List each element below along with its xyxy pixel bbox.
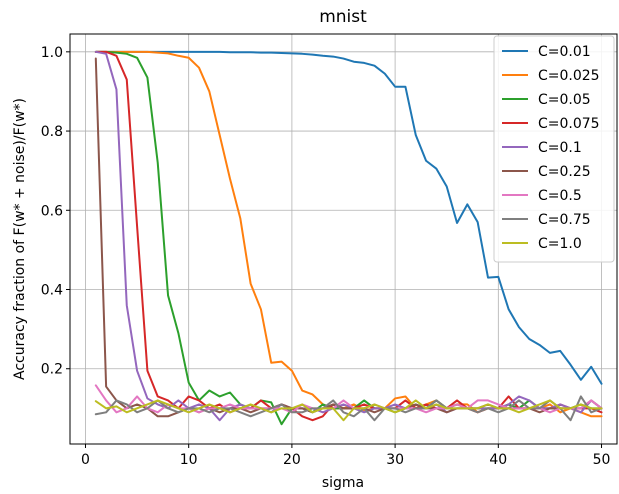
series-line-0 bbox=[94, 50, 603, 385]
x-tick-label: 40 bbox=[489, 452, 507, 468]
y-tick-label: 0.2 bbox=[41, 362, 63, 378]
x-ticks: 0 10 20 30 40 50 bbox=[81, 444, 610, 468]
legend-label: C=0.75 bbox=[538, 212, 591, 228]
y-axis-label: Accuracy fraction of F(w* + noise)/F(w*) bbox=[12, 98, 28, 380]
y-tick-label: 0.6 bbox=[41, 203, 63, 219]
plot-lines bbox=[94, 50, 603, 426]
series-line-8 bbox=[94, 399, 603, 422]
legend-label: C=1.0 bbox=[538, 236, 582, 252]
x-tick-label: 0 bbox=[81, 452, 90, 468]
legend-label: C=0.1 bbox=[538, 140, 582, 156]
legend-label: C=0.01 bbox=[538, 44, 591, 60]
series-line-4 bbox=[94, 50, 603, 422]
y-tick-label: 1.0 bbox=[41, 45, 63, 61]
y-tick-label: 0.8 bbox=[41, 124, 63, 140]
x-axis-label: sigma bbox=[322, 475, 364, 491]
x-tick-label: 10 bbox=[180, 452, 198, 468]
x-tick-label: 20 bbox=[283, 452, 301, 468]
legend-label: C=0.025 bbox=[538, 68, 600, 84]
legend-label: C=0.05 bbox=[538, 92, 591, 108]
legend-label: C=0.25 bbox=[538, 164, 591, 180]
chart-title: mnist bbox=[319, 7, 367, 27]
plot-frame bbox=[69, 33, 618, 445]
legend-box bbox=[493, 35, 615, 263]
y-ticks: 0.2 0.4 0.6 0.8 1.0 bbox=[41, 45, 70, 378]
legend: C=0.01 C=0.025 C=0.05 C=0.075 C=0.1 C=0.25 C=0… bbox=[493, 35, 615, 263]
x-tick-label: 30 bbox=[386, 452, 404, 468]
legend-label: C=0.075 bbox=[538, 116, 600, 132]
x-tick-label: 50 bbox=[593, 452, 611, 468]
legend-label: C=0.5 bbox=[538, 188, 582, 204]
y-tick-label: 0.4 bbox=[41, 283, 63, 299]
